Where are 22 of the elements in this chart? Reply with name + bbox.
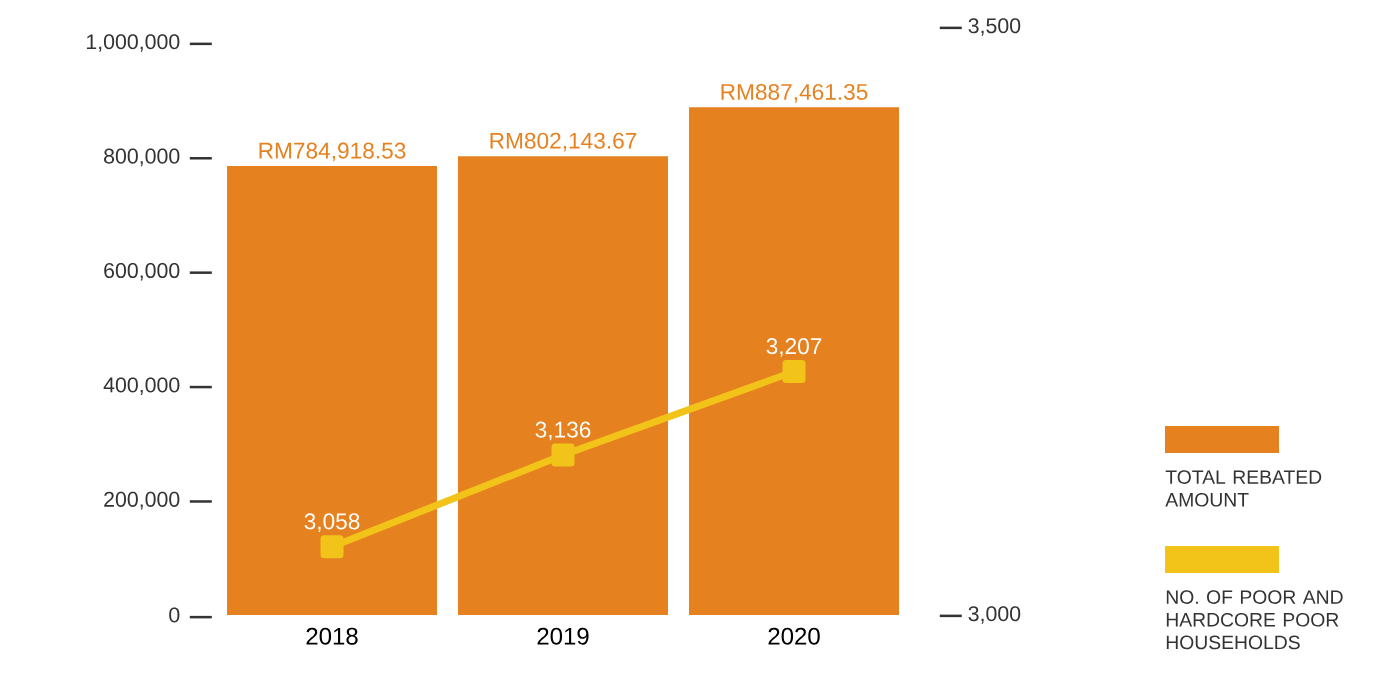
point: [551, 443, 575, 467]
y2-tick-label: 3,500: [968, 18, 1021, 36]
point: [782, 360, 806, 384]
y2-tick-label: 3,000: [968, 606, 1021, 624]
y-tick-label: 400,000: [103, 377, 180, 395]
data-label: 3,058: [304, 513, 360, 533]
data-label: RM887,461.35: [721, 83, 868, 103]
data-label: 3,136: [535, 421, 591, 441]
text: TOTAL REBATED AMOUNT: [1165, 470, 1322, 507]
data-label: RM784,918.53: [259, 142, 406, 162]
y-tick-label: 800,000: [104, 148, 180, 167]
y-tick-label: 600,000: [104, 262, 180, 281]
text: NO. OF POOR AND HARDCORE POOR HOUSEHOLDS: [1166, 590, 1343, 650]
x-tick-label: 2020: [768, 627, 820, 645]
x-tick-label: 2018: [306, 627, 358, 645]
data-label: RM802,143.67: [490, 132, 637, 152]
point: [320, 535, 344, 559]
y-tick-label: 1,000,000: [86, 34, 180, 52]
data-label: 3,207: [766, 338, 822, 357]
x-tick-label: 2019: [537, 627, 589, 645]
y-tick-label: 0: [169, 607, 180, 623]
y-tick-label: 200,000: [104, 491, 180, 510]
